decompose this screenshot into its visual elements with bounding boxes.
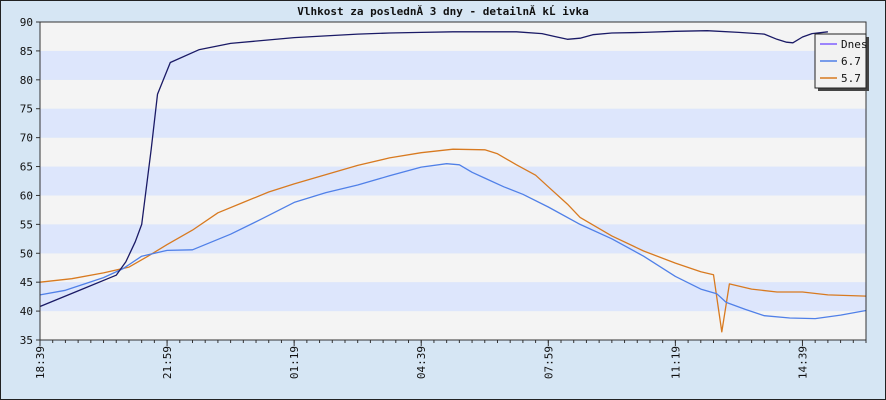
y-tick-label: 50 (20, 247, 33, 260)
x-tick-label: 18:39 (34, 346, 47, 379)
grid-band (40, 22, 866, 51)
x-tick-label: 14:39 (796, 346, 809, 379)
y-tick-label: 85 (20, 45, 33, 58)
x-axis: 18:39 21:59 01:19 04:39 07:59 11:19 14:39 (34, 340, 867, 379)
x-tick-label: 11:19 (669, 346, 682, 379)
y-tick-label: 40 (20, 305, 33, 318)
grid-band (40, 253, 866, 283)
y-tick-label: 70 (20, 132, 33, 145)
grid-band (40, 224, 866, 254)
series-line-5-7 (39, 148, 867, 333)
y-axis: 35 40 45 50 55 60 65 70 75 80 85 90 (20, 16, 40, 347)
y-tick-label: 60 (20, 189, 33, 202)
legend-label: 5.7 (841, 72, 861, 85)
y-tick-label: 75 (20, 103, 33, 116)
y-tick-label: 65 (20, 161, 33, 174)
legend-label: Dnes (841, 38, 868, 51)
y-tick-label: 90 (20, 16, 33, 29)
grid-bands (40, 22, 866, 340)
grid-band (40, 108, 866, 138)
y-tick-label: 45 (20, 276, 33, 289)
series-line-dnes (39, 30, 828, 308)
x-tick-label: 07:59 (542, 346, 555, 379)
y-tick-label: 35 (20, 334, 33, 347)
grid-band (40, 311, 866, 340)
y-tick-label: 80 (20, 74, 33, 87)
x-tick-label: 04:39 (415, 346, 428, 379)
y-tick-label: 55 (20, 218, 33, 231)
x-tick-label: 21:59 (161, 346, 174, 379)
grid-band (40, 166, 866, 196)
series-line-6-7 (39, 163, 867, 320)
grid-band (40, 50, 866, 80)
grid-band (40, 79, 866, 109)
x-tick-label: 01:19 (288, 346, 301, 379)
plot-frame (39, 21, 867, 341)
legend: Dnes 6.7 5.7 (814, 33, 869, 91)
grid-band (40, 137, 866, 167)
chart-title: Vlhkost za poslednĂ­ 3 dny - detailnĂ­ k… (297, 5, 588, 18)
series-layer (39, 30, 867, 333)
grid-band (40, 195, 866, 225)
legend-label: 6.7 (841, 55, 861, 68)
